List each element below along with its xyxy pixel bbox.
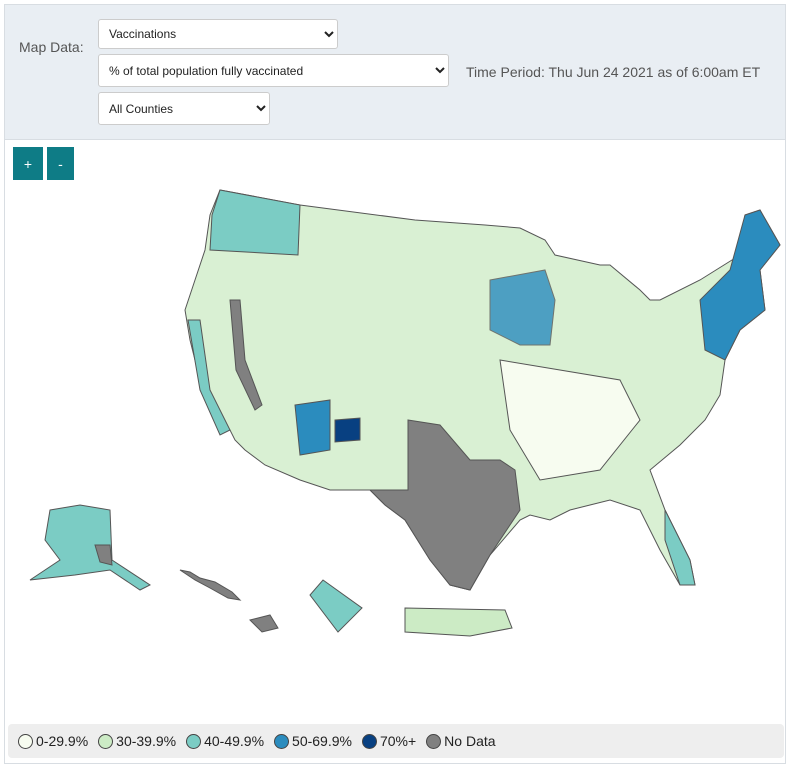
metric-select[interactable]: % of total population fully vaccinated [98,54,449,87]
legend-label: 40-49.9% [204,733,265,749]
map-data-label: Map Data: [19,39,84,55]
legend-label: No Data [444,733,496,749]
legend-label: 50-69.9% [292,733,352,749]
legend-item: 30-39.9% [98,733,176,749]
legend-swatch [361,733,377,749]
data-select[interactable]: Vaccinations [98,19,338,49]
legend-swatch [186,733,202,749]
zoom-in[interactable]: + [13,147,43,180]
legend: 0-29.9% 30-39.9% 40-49.9% 50-69.9% 70%+ No Da… [8,724,784,758]
legend-item: 0-29.9% [18,733,88,749]
legend-item: 40-49.9% [186,733,264,749]
legend-swatch [274,733,290,749]
map-frame [4,140,786,764]
legend-label: 70%+ [379,733,417,749]
legend-swatch [426,733,442,749]
zoom-out[interactable]: - [47,147,74,180]
legend-swatch [98,733,114,749]
legend-label: 30-39.9% [116,733,177,749]
time-period: Time Period: Thu Jun 24 2021 as of 6:00a… [466,64,761,80]
legend-item: No Data [426,733,496,749]
legend-item: 50-69.9% [274,733,352,749]
legend-label: 0-29.9% [36,733,89,749]
legend-swatch [18,733,33,749]
area-select[interactable]: All Counties [98,92,270,125]
legend-item: 70%+ [361,733,417,749]
